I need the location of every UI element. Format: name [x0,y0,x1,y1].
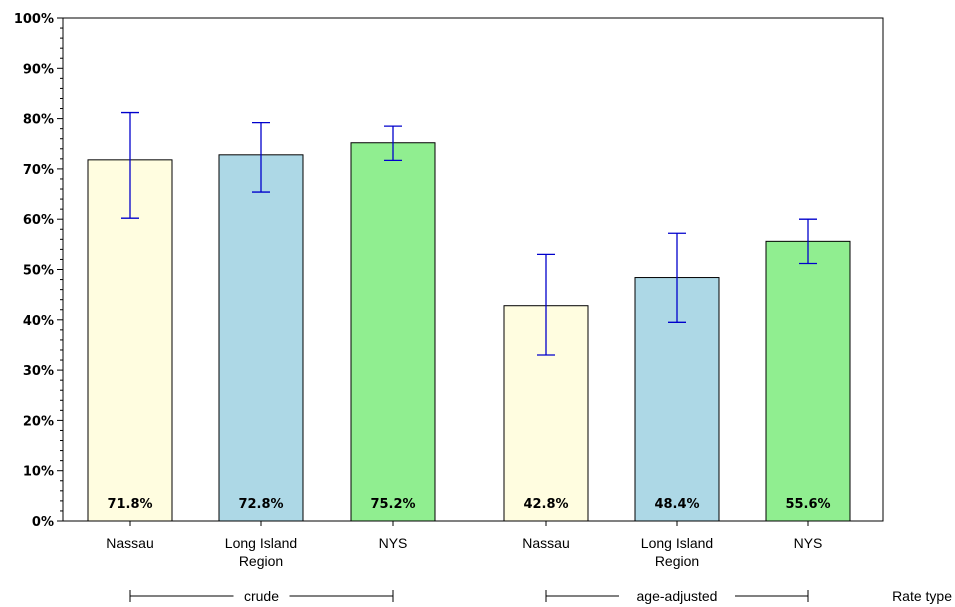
x-category-label: NYS [379,535,408,551]
x-category-label: Long Island [225,535,297,551]
x-category-label: NYS [794,535,823,551]
y-tick-label: 10% [23,465,54,480]
group-label: crude [244,588,279,604]
y-tick-label: 40% [23,314,54,329]
data-label: 75.2% [370,497,415,512]
y-tick-label: 20% [23,414,54,429]
bar [350,142,436,522]
y-axis: 0% 10% 20% 30% 40% 50% 60% 70% 80% 90% 100% [14,12,63,530]
y-tick-label: 70% [23,163,54,178]
x-category-label: Region [239,553,283,569]
x-category-label: Nassau [522,535,569,551]
bar [87,159,173,522]
x-category-label: Region [655,553,699,569]
data-label: 48.4% [654,497,699,512]
bar [218,154,304,522]
data-label: 42.8% [523,497,568,512]
y-tick-label: 90% [23,62,54,77]
y-tick-label: 60% [23,213,54,228]
rate-type-groups: crude age-adjusted [129,588,809,604]
x-category-label: Long Island [641,535,713,551]
x-category-label: Nassau [106,535,153,551]
data-label: 72.8% [238,497,283,512]
x-axis-title: Rate type [892,588,952,604]
y-tick-label: 100% [14,12,54,27]
data-label: 71.8% [107,497,152,512]
group-label: age-adjusted [637,588,718,604]
bar [765,240,851,522]
y-tick-label: 50% [23,264,54,279]
y-tick-label: 80% [23,113,54,128]
y-tick-label: 0% [32,515,54,530]
y-tick-label: 30% [23,364,54,379]
bars: 71.8% 72.8% 75.2% 42.8% 48.4% 55.6% [87,111,851,522]
data-label: 55.6% [785,497,830,512]
x-axis-category-labels: Nassau Long Island Region NYS Nassau Long Isl… [106,521,822,569]
plot-area-frame [62,17,884,522]
